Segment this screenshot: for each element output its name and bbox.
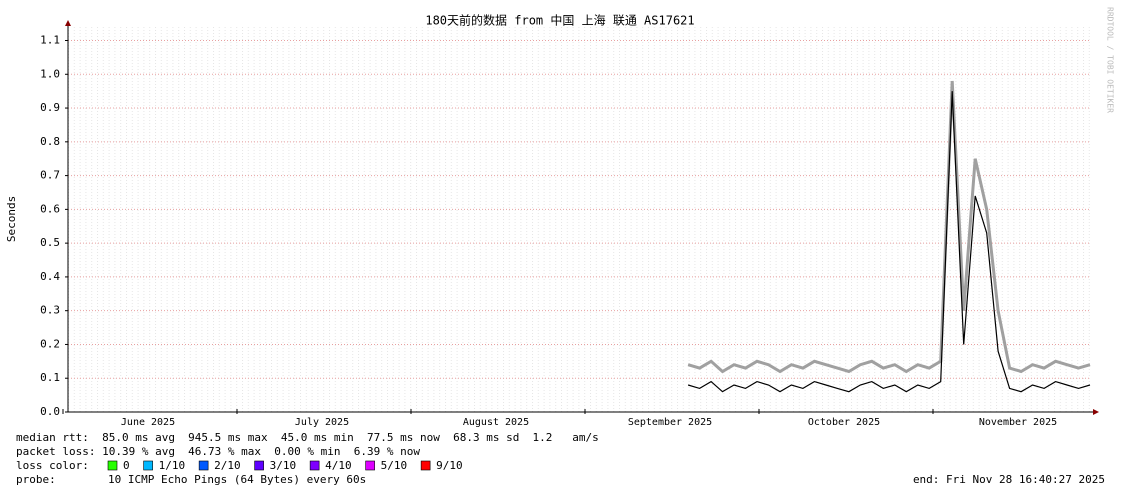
loss-label: 5/10 bbox=[381, 459, 408, 472]
loss-swatch bbox=[143, 460, 153, 471]
minor-grid bbox=[68, 27, 1090, 412]
y-tick-label: 0.2 bbox=[40, 337, 60, 350]
y-tick-label: 0.6 bbox=[40, 202, 60, 215]
loss-label: 0 bbox=[123, 459, 130, 472]
y-tick-label: 0.5 bbox=[40, 236, 60, 249]
x-tick-label: November 2025 bbox=[979, 417, 1057, 428]
watermark: RRDTOOL / TOBI OETIKER bbox=[1106, 7, 1115, 113]
plot bbox=[68, 40, 1091, 413]
x-tick-label: September 2025 bbox=[628, 417, 712, 428]
chart-title: 180天前的数据 from 中国 上海 联通 AS17621 bbox=[425, 13, 694, 28]
loss-swatch bbox=[420, 460, 431, 471]
series-line bbox=[687, 91, 1091, 393]
x-tick-label: July 2025 bbox=[295, 417, 349, 428]
y-tick-label: 0.7 bbox=[40, 169, 60, 182]
y-tick-label: 0.0 bbox=[40, 405, 60, 418]
probe: 10 ICMP Echo Pings (64 Bytes) every 60s bbox=[108, 473, 366, 486]
stats-line: packet loss: 10.39 % avg 46.73 % max 0.0… bbox=[16, 445, 420, 458]
loss-swatch bbox=[254, 460, 264, 471]
loss-swatch bbox=[198, 460, 209, 471]
x-tick-label: June 2025 bbox=[121, 417, 175, 428]
probe-label: probe: bbox=[16, 473, 56, 486]
y-tick-label: 1.1 bbox=[40, 34, 60, 47]
loss-label: 3/10 bbox=[270, 459, 297, 472]
loss-swatch bbox=[309, 460, 320, 471]
end-time: end: Fri Nov 28 16:40:27 2025 bbox=[913, 473, 1105, 486]
y-tick-label: 0.8 bbox=[40, 135, 60, 148]
loss-label: loss color: bbox=[16, 459, 89, 472]
loss-label: 9/10 bbox=[436, 459, 463, 472]
x-tick-label: October 2025 bbox=[808, 417, 880, 428]
y-arrow bbox=[65, 20, 71, 26]
loss-label: 1/10 bbox=[159, 459, 186, 472]
loss-swatch bbox=[365, 460, 375, 471]
stats-line: median rtt: 85.0 ms avg 945.5 ms max 45.… bbox=[16, 431, 599, 444]
y-tick-label: 0.3 bbox=[40, 304, 60, 317]
y-tick-label: 1.0 bbox=[40, 67, 60, 80]
loss-label: 4/10 bbox=[325, 459, 352, 472]
x-tick-label: August 2025 bbox=[463, 417, 529, 428]
loss-label: 2/10 bbox=[214, 459, 241, 472]
series-line bbox=[687, 80, 1091, 374]
y-tick-label: 0.4 bbox=[40, 270, 60, 283]
loss-swatch bbox=[107, 460, 118, 471]
x-arrow bbox=[1093, 409, 1099, 415]
y-axis-label: Seconds bbox=[5, 196, 18, 242]
y-tick-label: 0.1 bbox=[40, 371, 60, 384]
y-tick-label: 0.9 bbox=[40, 101, 60, 114]
